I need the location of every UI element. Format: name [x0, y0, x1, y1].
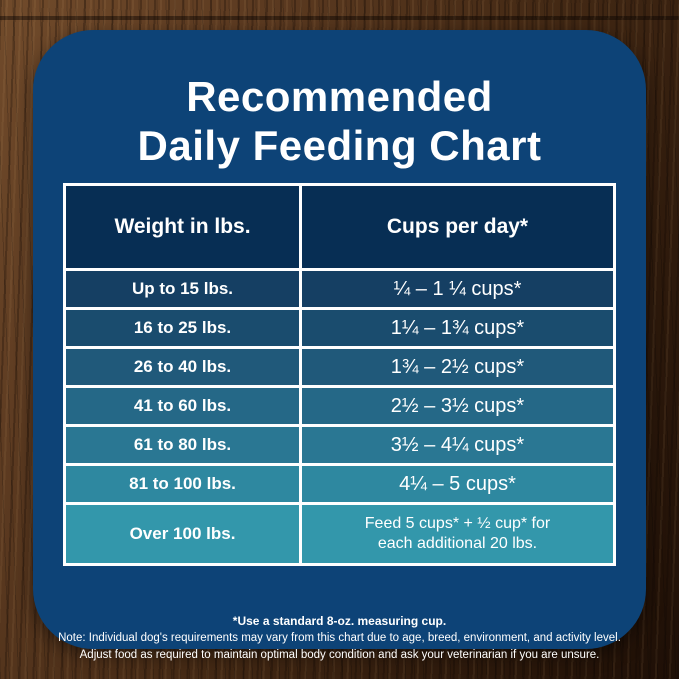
weight-cell: Over 100 lbs. — [66, 505, 299, 563]
cups-line-1: Feed 5 cups* + ½ cup* for — [364, 515, 551, 532]
weight-cell: 41 to 60 lbs. — [66, 388, 299, 424]
cups-cell: 1¼ – 1¾ cups* — [302, 310, 613, 346]
header-cups: Cups per day* — [302, 186, 613, 268]
footnote-adjust: Adjust food as required to maintain opti… — [79, 649, 600, 662]
page-title: Recommended Daily Feeding Chart — [33, 30, 646, 170]
cups-cell: Feed 5 cups* + ½ cup* for each additiona… — [302, 505, 613, 563]
cups-cell: ¼ – 1 ¼ cups* — [302, 271, 613, 307]
cups-cell: 4¼ – 5 cups* — [302, 466, 613, 502]
footnote-note: Note: Individual dog's requirements may … — [58, 632, 621, 645]
header-weight: Weight in lbs. — [66, 186, 299, 268]
weight-cell: Up to 15 lbs. — [66, 271, 299, 307]
weight-cell: 16 to 25 lbs. — [66, 310, 299, 346]
footnote-measuring-cup: *Use a standard 8-oz. measuring cup. — [232, 614, 447, 628]
cups-cell: 2½ – 3½ cups* — [302, 388, 613, 424]
title-line-2: Daily Feeding Chart — [137, 122, 542, 170]
feeding-table: Weight in lbs. Cups per day* Up to 15 lb… — [63, 183, 616, 566]
title-line-1: Recommended — [186, 73, 493, 120]
weight-cell: 81 to 100 lbs. — [66, 466, 299, 502]
footnotes: *Use a standard 8-oz. measuring cup. Not… — [33, 613, 646, 664]
feeding-chart-card: Recommended Daily Feeding Chart Weight i… — [33, 30, 646, 661]
cups-cell: 3½ – 4¼ cups* — [302, 427, 613, 463]
weight-cell: 61 to 80 lbs. — [66, 427, 299, 463]
weight-cell: 26 to 40 lbs. — [66, 349, 299, 385]
cups-line-2: each additional 20 lbs. — [377, 535, 538, 552]
cups-cell: 1¾ – 2½ cups* — [302, 349, 613, 385]
